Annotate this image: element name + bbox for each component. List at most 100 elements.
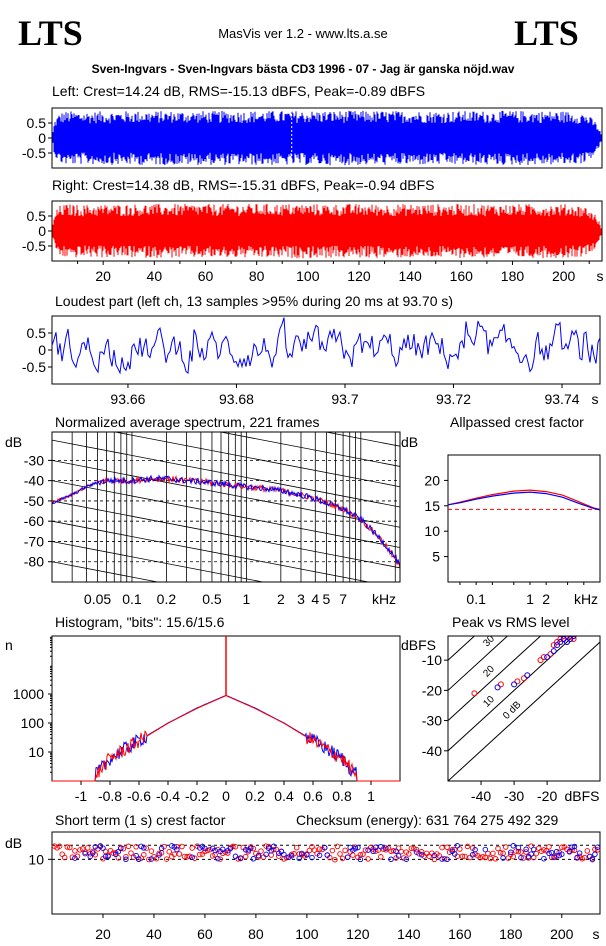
crest-point	[541, 847, 547, 853]
peakrms-crest-line	[448, 641, 600, 781]
crest-point	[306, 847, 313, 854]
lts-logo-left: LTS	[18, 13, 83, 53]
crest-point	[288, 853, 295, 859]
xtick-label-histogram: -0.6	[127, 788, 151, 804]
ytick-label-crest: 10	[28, 851, 44, 867]
crest-point	[520, 855, 527, 861]
crest-point	[581, 854, 588, 861]
peakrms-crest-label: 20	[481, 663, 497, 679]
crest-point	[439, 844, 445, 851]
allpass-ylabel: dB	[401, 434, 418, 450]
ytick-label-histogram: 1000	[13, 686, 44, 702]
crest-point	[92, 844, 99, 850]
xtick-label-histogram: 0	[222, 788, 230, 804]
crest-point	[500, 855, 506, 861]
spectrum-slope-line	[52, 561, 160, 582]
xtick-label-right: 100	[296, 268, 320, 284]
ytick-label-allpass: 5	[432, 549, 440, 565]
crest-point	[467, 854, 473, 861]
peakrms-point	[567, 636, 574, 639]
histogram-ylabel: n	[5, 637, 13, 653]
histogram-series-1	[52, 695, 400, 782]
crest-point	[400, 855, 407, 861]
crest-point	[350, 852, 356, 858]
xtick-label-spectrum: 2	[277, 591, 285, 607]
spectrum-slope-line	[52, 541, 266, 582]
crest-point	[523, 846, 529, 853]
crest-point	[311, 847, 318, 853]
crest-point	[566, 848, 573, 855]
crest-point	[163, 856, 170, 862]
spectrum-series-0	[52, 474, 400, 568]
crest-point	[584, 848, 591, 854]
xtick-label-crest: 180	[499, 926, 523, 942]
waveform-title-right: Right: Crest=14.38 dB, RMS=-15.31 dBFS, …	[52, 177, 434, 193]
xaxis-unit-crest: s	[593, 926, 600, 942]
crest-point	[426, 853, 432, 859]
crest-point	[299, 850, 305, 857]
crest-point	[365, 856, 371, 862]
xtick-label-spectrum: 1	[242, 591, 250, 607]
peakrms-point	[537, 657, 544, 664]
crest-point	[237, 855, 244, 861]
xtick-label-loudest: 93.74	[544, 391, 579, 407]
xtick-label-loudest: 93.72	[436, 391, 471, 407]
crest-point	[255, 852, 262, 859]
crest-point	[370, 848, 376, 855]
crest-point	[225, 850, 231, 856]
crest-point	[133, 844, 139, 850]
spectrum-slope-line	[113, 432, 400, 488]
xtick-label-histogram: -0.4	[156, 788, 180, 804]
crest-point	[212, 847, 218, 854]
xtick-label-crest: 20	[95, 926, 111, 942]
crest-point	[510, 843, 517, 849]
crest-point	[309, 854, 315, 861]
crest-point	[304, 852, 310, 858]
crest-point	[69, 854, 76, 860]
crest-ylabel: dB	[5, 835, 22, 851]
spectrum-slope-line	[218, 432, 400, 467]
crest-point	[128, 850, 134, 856]
peakrms-point	[554, 642, 561, 649]
xtick-label-allpass: 2	[542, 591, 550, 607]
xtick-label-histogram: -1	[75, 788, 88, 804]
peakrms-point	[511, 681, 518, 688]
xtick-label-crest: 160	[448, 926, 472, 942]
crest-point	[490, 850, 496, 857]
crest-point	[482, 854, 489, 861]
crest-point	[84, 845, 91, 851]
crest-point	[365, 847, 371, 853]
allpass-title: Allpassed crest factor	[450, 414, 584, 430]
crest-point	[360, 851, 366, 857]
crest-point	[388, 856, 394, 863]
crest-point	[189, 845, 195, 851]
crest-point	[518, 849, 524, 855]
crest-point	[90, 850, 96, 856]
crest-point	[451, 851, 458, 857]
crest-point	[153, 855, 160, 862]
crest-point	[411, 845, 417, 852]
crest-point	[576, 850, 583, 856]
crest-point	[141, 851, 147, 858]
peakrms-point	[550, 648, 557, 655]
crest-point	[495, 845, 501, 852]
crest-point	[207, 846, 213, 853]
peakrms-point	[560, 636, 567, 643]
crest-point	[179, 843, 185, 850]
crest-point	[515, 848, 522, 855]
crest-point	[242, 853, 249, 860]
crest-point	[263, 851, 269, 858]
crest-point	[209, 853, 216, 859]
crest-point	[497, 850, 504, 856]
peakrms-point	[547, 651, 554, 658]
xtick-label-histogram: -0.2	[185, 788, 209, 804]
crest-point	[423, 850, 430, 857]
spectrum-title: Normalized average spectrum, 221 frames	[55, 414, 320, 430]
ytick-label-loudest: -0.5	[22, 359, 46, 375]
ytick-label-peakrms: -40	[422, 743, 442, 759]
peakrms-point	[550, 642, 557, 649]
crest-point	[431, 856, 438, 863]
xaxis-unit-right: s	[597, 268, 604, 284]
crest-point	[337, 851, 343, 857]
xtick-label-peakrms: -40	[471, 788, 491, 804]
